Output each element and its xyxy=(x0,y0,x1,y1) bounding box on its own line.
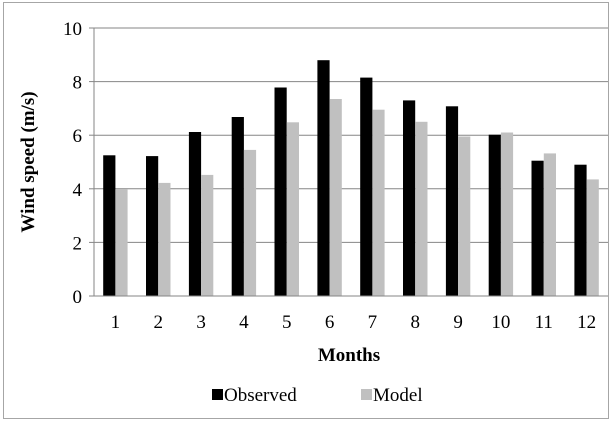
bar-observed-9 xyxy=(445,106,459,296)
x-tick-label: 5 xyxy=(282,312,292,333)
bar-observed-5 xyxy=(274,87,287,296)
x-tick-label: 12 xyxy=(577,312,596,333)
bars xyxy=(103,60,599,297)
bar-observed-7 xyxy=(360,77,373,296)
gridlines xyxy=(89,27,608,297)
x-tick-label: 10 xyxy=(491,312,510,333)
axes xyxy=(93,28,608,297)
bar-model-10 xyxy=(500,132,514,296)
bar-observed-8 xyxy=(403,100,416,297)
y-tick-labels: 0 2 4 6 8 10 xyxy=(63,19,83,308)
bar-model-8 xyxy=(415,121,428,296)
x-tick-label: 3 xyxy=(196,312,206,333)
x-tick-label: 9 xyxy=(453,312,463,333)
x-axis-title: Months xyxy=(318,345,380,366)
bar-model-12 xyxy=(586,179,599,296)
bar-observed-4 xyxy=(231,117,244,296)
bar-observed-12 xyxy=(574,164,587,296)
y-axis-title: Wind speed (m/s) xyxy=(18,91,39,232)
bar-observed-1 xyxy=(103,155,116,296)
legend-label-model: Model xyxy=(373,385,423,406)
x-tick-label: 1 xyxy=(111,312,121,333)
x-tick-label: 4 xyxy=(239,312,249,333)
x-tick-label: 11 xyxy=(535,312,553,333)
bar-model-3 xyxy=(201,174,214,296)
bar-observed-11 xyxy=(531,160,544,296)
bar-model-11 xyxy=(543,153,556,296)
y-tick-label: 4 xyxy=(73,180,83,201)
y-tick-label: 6 xyxy=(73,126,83,147)
bar-model-7 xyxy=(372,109,385,296)
y-tick-label: 0 xyxy=(73,287,83,308)
bar-model-5 xyxy=(286,122,299,296)
bar-observed-10 xyxy=(488,134,501,296)
bar-model-9 xyxy=(458,136,471,296)
bar-observed-6 xyxy=(317,60,330,297)
x-tick-label: 7 xyxy=(368,312,378,333)
x-tick-label: 6 xyxy=(325,312,335,333)
legend: Observed Model xyxy=(212,385,423,406)
y-tick-label: 10 xyxy=(63,19,82,40)
x-tick-labels: 1 2 3 4 5 6 7 8 9 10 11 12 xyxy=(111,312,596,333)
bar-observed-2 xyxy=(146,156,159,296)
bar-model-4 xyxy=(243,149,257,296)
y-tick-label: 2 xyxy=(73,233,83,254)
x-tick-label: 2 xyxy=(154,312,164,333)
bar-model-2 xyxy=(158,182,171,296)
legend-label-observed: Observed xyxy=(224,385,297,406)
bar-model-1 xyxy=(115,189,128,296)
y-tick-label: 8 xyxy=(73,73,83,94)
x-tick-label: 8 xyxy=(411,312,421,333)
legend-swatch-model xyxy=(361,389,372,400)
bar-observed-3 xyxy=(188,132,202,296)
legend-swatch-observed xyxy=(212,389,223,400)
bar-model-6 xyxy=(329,99,342,296)
